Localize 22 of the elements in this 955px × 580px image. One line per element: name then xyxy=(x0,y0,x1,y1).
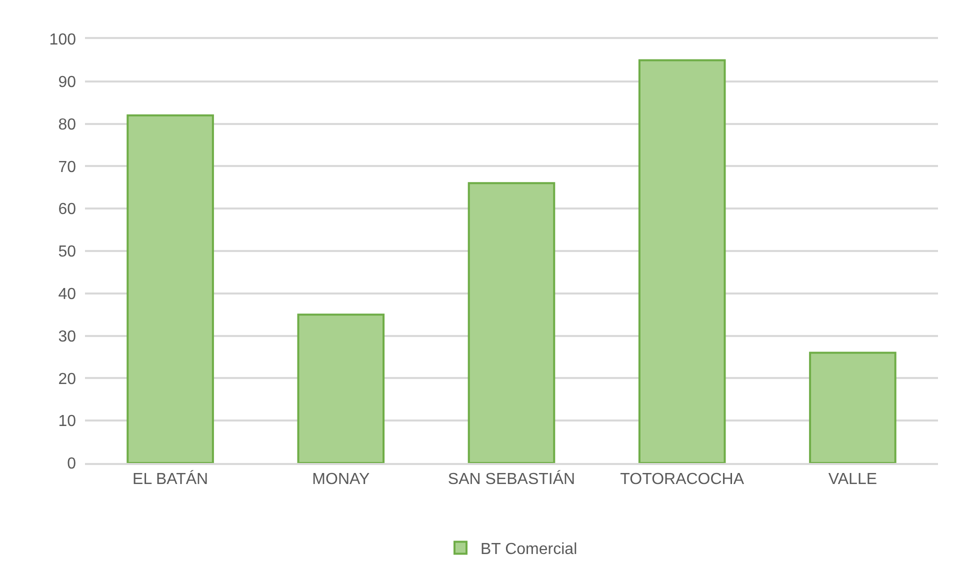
y-tick-label: 50 xyxy=(58,244,76,261)
y-tick-label: 70 xyxy=(58,158,76,176)
y-tick-label: 10 xyxy=(58,413,76,430)
bar xyxy=(126,114,214,463)
y-tick-label: 80 xyxy=(58,116,76,134)
y-tick-label: 20 xyxy=(58,370,76,388)
x-tick-label: MONAY xyxy=(312,470,370,488)
x-tick-label: TOTORACOCHA xyxy=(620,470,744,488)
legend-label: BT Comercial xyxy=(480,540,578,558)
bar xyxy=(297,314,385,463)
bar xyxy=(638,59,726,463)
bar xyxy=(468,182,556,463)
x-tick-label: SAN SEBASTIÁN xyxy=(448,470,576,488)
x-tick-label: EL BATÁN xyxy=(132,470,208,488)
y-tick-label: 0 xyxy=(67,456,76,473)
y-tick-label: 40 xyxy=(58,286,76,303)
bar xyxy=(809,352,896,463)
y-tick-label: 30 xyxy=(58,328,76,346)
y-tick-label: 90 xyxy=(58,74,76,91)
y-tick-label: 60 xyxy=(58,201,76,218)
x-tick-label: VALLE xyxy=(828,470,878,488)
y-tick-label: 100 xyxy=(49,32,76,49)
